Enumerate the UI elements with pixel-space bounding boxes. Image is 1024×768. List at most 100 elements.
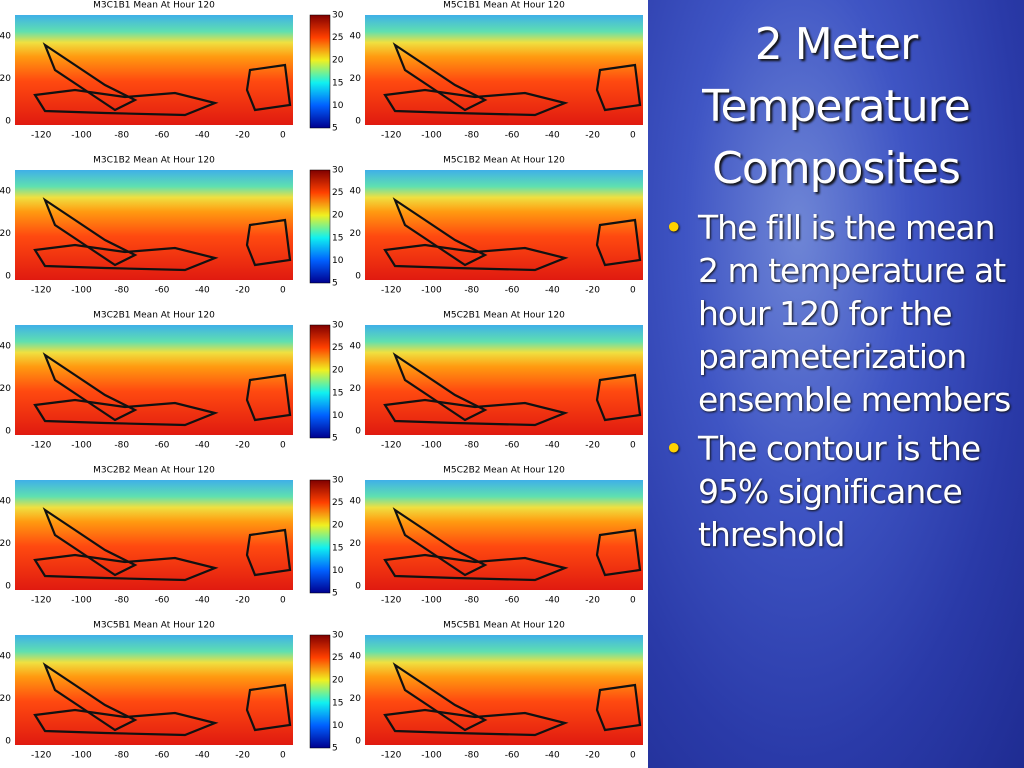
colorbar bbox=[309, 324, 331, 439]
figures: M3C1B1 Mean At Hour 120 -120 -100 -80 -60 -40… bbox=[0, 1, 643, 761]
x-tick-label: -20 bbox=[585, 441, 600, 451]
heatmap bbox=[15, 15, 293, 125]
x-tick-label: -20 bbox=[235, 286, 250, 296]
contour bbox=[383, 708, 569, 737]
y-tick-label: 20 bbox=[0, 74, 11, 84]
x-tick-label: -120 bbox=[381, 751, 402, 761]
contour bbox=[595, 373, 642, 422]
y-tick-label: 20 bbox=[0, 229, 11, 239]
contour bbox=[383, 243, 569, 272]
panel-title: M3C5B1 Mean At Hour 120 bbox=[93, 621, 215, 631]
x-tick-label: 0 bbox=[280, 286, 286, 296]
x-tick-label: -40 bbox=[545, 286, 560, 296]
contour bbox=[42, 662, 138, 732]
contour bbox=[245, 528, 292, 577]
colorbar-tick-label: 15 bbox=[332, 78, 343, 88]
colorbar-tick-label: 10 bbox=[332, 101, 344, 111]
x-tick-label: -120 bbox=[31, 441, 52, 451]
x-tick-label: -80 bbox=[464, 131, 479, 141]
x-tick-label: -40 bbox=[195, 131, 210, 141]
bullet: The fill is the mean 2 m temperature at … bbox=[664, 206, 1024, 421]
x-tick-label: -20 bbox=[585, 131, 600, 141]
y-tick-label: 0 bbox=[5, 581, 11, 591]
x-tick-label: -120 bbox=[381, 286, 402, 296]
x-tick-label: 0 bbox=[630, 441, 636, 451]
x-tick-label: -120 bbox=[31, 596, 52, 606]
x-tick-label: -60 bbox=[505, 286, 520, 296]
y-tick-label: 0 bbox=[355, 426, 361, 436]
panel-title: M5C1B2 Mean At Hour 120 bbox=[443, 156, 565, 166]
x-tick-label: -100 bbox=[71, 596, 92, 606]
colorbar-tick-label: 10 bbox=[332, 721, 344, 731]
colorbar bbox=[309, 14, 331, 129]
y-tick-label: 40 bbox=[350, 342, 362, 352]
y-tick-label: 20 bbox=[350, 229, 362, 239]
colorbar-tick-label: 30 bbox=[332, 476, 344, 486]
contour bbox=[245, 683, 292, 732]
x-tick-label: 0 bbox=[280, 751, 286, 761]
y-tick-label: 20 bbox=[350, 74, 362, 84]
text-panel: 2 Meter Temperature Composites The fill … bbox=[648, 0, 1024, 768]
heatmap bbox=[15, 325, 293, 435]
colorbar-tick-label: 5 bbox=[332, 434, 338, 444]
x-tick-label: -60 bbox=[155, 751, 170, 761]
x-tick-label: 0 bbox=[630, 596, 636, 606]
x-tick-label: -100 bbox=[71, 286, 92, 296]
colorbar-tick-label: 30 bbox=[332, 11, 344, 21]
x-tick-label: -40 bbox=[195, 596, 210, 606]
x-tick-label: -100 bbox=[71, 441, 92, 451]
colorbar-tick-label: 15 bbox=[332, 233, 343, 243]
colorbar-tick-label: 10 bbox=[332, 566, 344, 576]
contour bbox=[383, 398, 569, 427]
x-tick-label: -60 bbox=[155, 286, 170, 296]
y-tick-label: 40 bbox=[350, 497, 362, 507]
x-tick-label: -80 bbox=[464, 441, 479, 451]
x-tick-label: -80 bbox=[114, 441, 129, 451]
contour bbox=[595, 63, 642, 112]
colorbar bbox=[309, 169, 331, 284]
colorbar-tick-label: 30 bbox=[332, 166, 344, 176]
colorbar-tick-label: 25 bbox=[332, 33, 343, 43]
y-tick-label: 0 bbox=[355, 736, 361, 746]
heatmap bbox=[365, 325, 643, 435]
x-tick-label: -80 bbox=[464, 596, 479, 606]
x-tick-label: 0 bbox=[630, 751, 636, 761]
contour bbox=[595, 528, 642, 577]
x-tick-label: -40 bbox=[545, 441, 560, 451]
colorbar-tick-label: 20 bbox=[332, 676, 344, 686]
y-tick-label: 40 bbox=[350, 32, 362, 42]
heatmap bbox=[365, 635, 643, 745]
contour bbox=[42, 352, 138, 422]
contour bbox=[595, 218, 642, 267]
colorbar-tick-label: 20 bbox=[332, 211, 344, 221]
colorbar-tick-label: 5 bbox=[332, 744, 338, 754]
x-tick-label: -100 bbox=[421, 596, 442, 606]
contour bbox=[33, 708, 219, 737]
y-tick-label: 20 bbox=[0, 539, 11, 549]
panel-title: M5C1B1 Mean At Hour 120 bbox=[443, 1, 565, 11]
contour bbox=[33, 243, 219, 272]
colorbar bbox=[309, 634, 331, 749]
contour bbox=[383, 88, 569, 117]
x-tick-label: 0 bbox=[280, 596, 286, 606]
contour bbox=[33, 88, 219, 117]
y-tick-label: 40 bbox=[350, 187, 362, 197]
x-tick-label: -80 bbox=[114, 751, 129, 761]
y-tick-label: 20 bbox=[0, 694, 11, 704]
x-tick-label: -60 bbox=[505, 131, 520, 141]
panel-title: M3C1B1 Mean At Hour 120 bbox=[93, 1, 215, 11]
panel-title: M3C1B2 Mean At Hour 120 bbox=[93, 156, 215, 166]
x-tick-label: -20 bbox=[585, 751, 600, 761]
x-tick-label: -20 bbox=[585, 286, 600, 296]
x-tick-label: -80 bbox=[464, 751, 479, 761]
heatmap bbox=[365, 15, 643, 125]
y-tick-label: 40 bbox=[0, 497, 11, 507]
panel-title: M3C2B1 Mean At Hour 120 bbox=[93, 311, 215, 321]
x-tick-label: -60 bbox=[155, 441, 170, 451]
contour bbox=[245, 218, 292, 267]
contour bbox=[245, 63, 292, 112]
x-tick-label: -100 bbox=[71, 751, 92, 761]
colorbar-tick-label: 30 bbox=[332, 631, 344, 641]
x-tick-label: -80 bbox=[464, 286, 479, 296]
